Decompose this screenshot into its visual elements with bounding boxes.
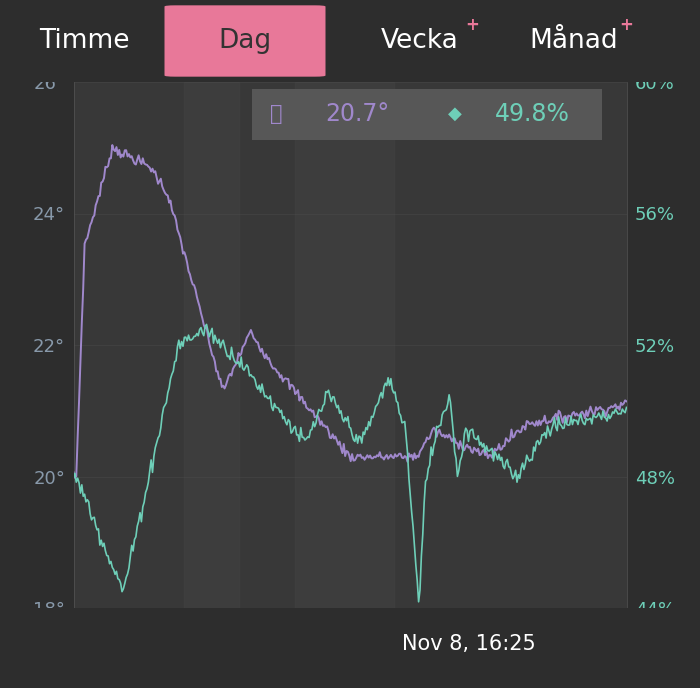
Text: Timme: Timme: [38, 28, 130, 54]
Bar: [295, 82, 394, 608]
Text: 20.7°: 20.7°: [325, 102, 389, 126]
Text: Månad: Månad: [530, 28, 618, 54]
Text: 🌡: 🌡: [270, 104, 283, 124]
FancyBboxPatch shape: [164, 6, 326, 76]
Text: Nov 8, 16:25: Nov 8, 16:25: [402, 634, 536, 654]
Text: +: +: [620, 16, 634, 34]
Text: +: +: [466, 16, 480, 34]
Bar: [184, 82, 239, 608]
Text: 49.8%: 49.8%: [495, 102, 569, 126]
Text: Dag: Dag: [218, 28, 272, 54]
Text: Vecka: Vecka: [381, 28, 459, 54]
Text: ◆: ◆: [448, 105, 462, 122]
